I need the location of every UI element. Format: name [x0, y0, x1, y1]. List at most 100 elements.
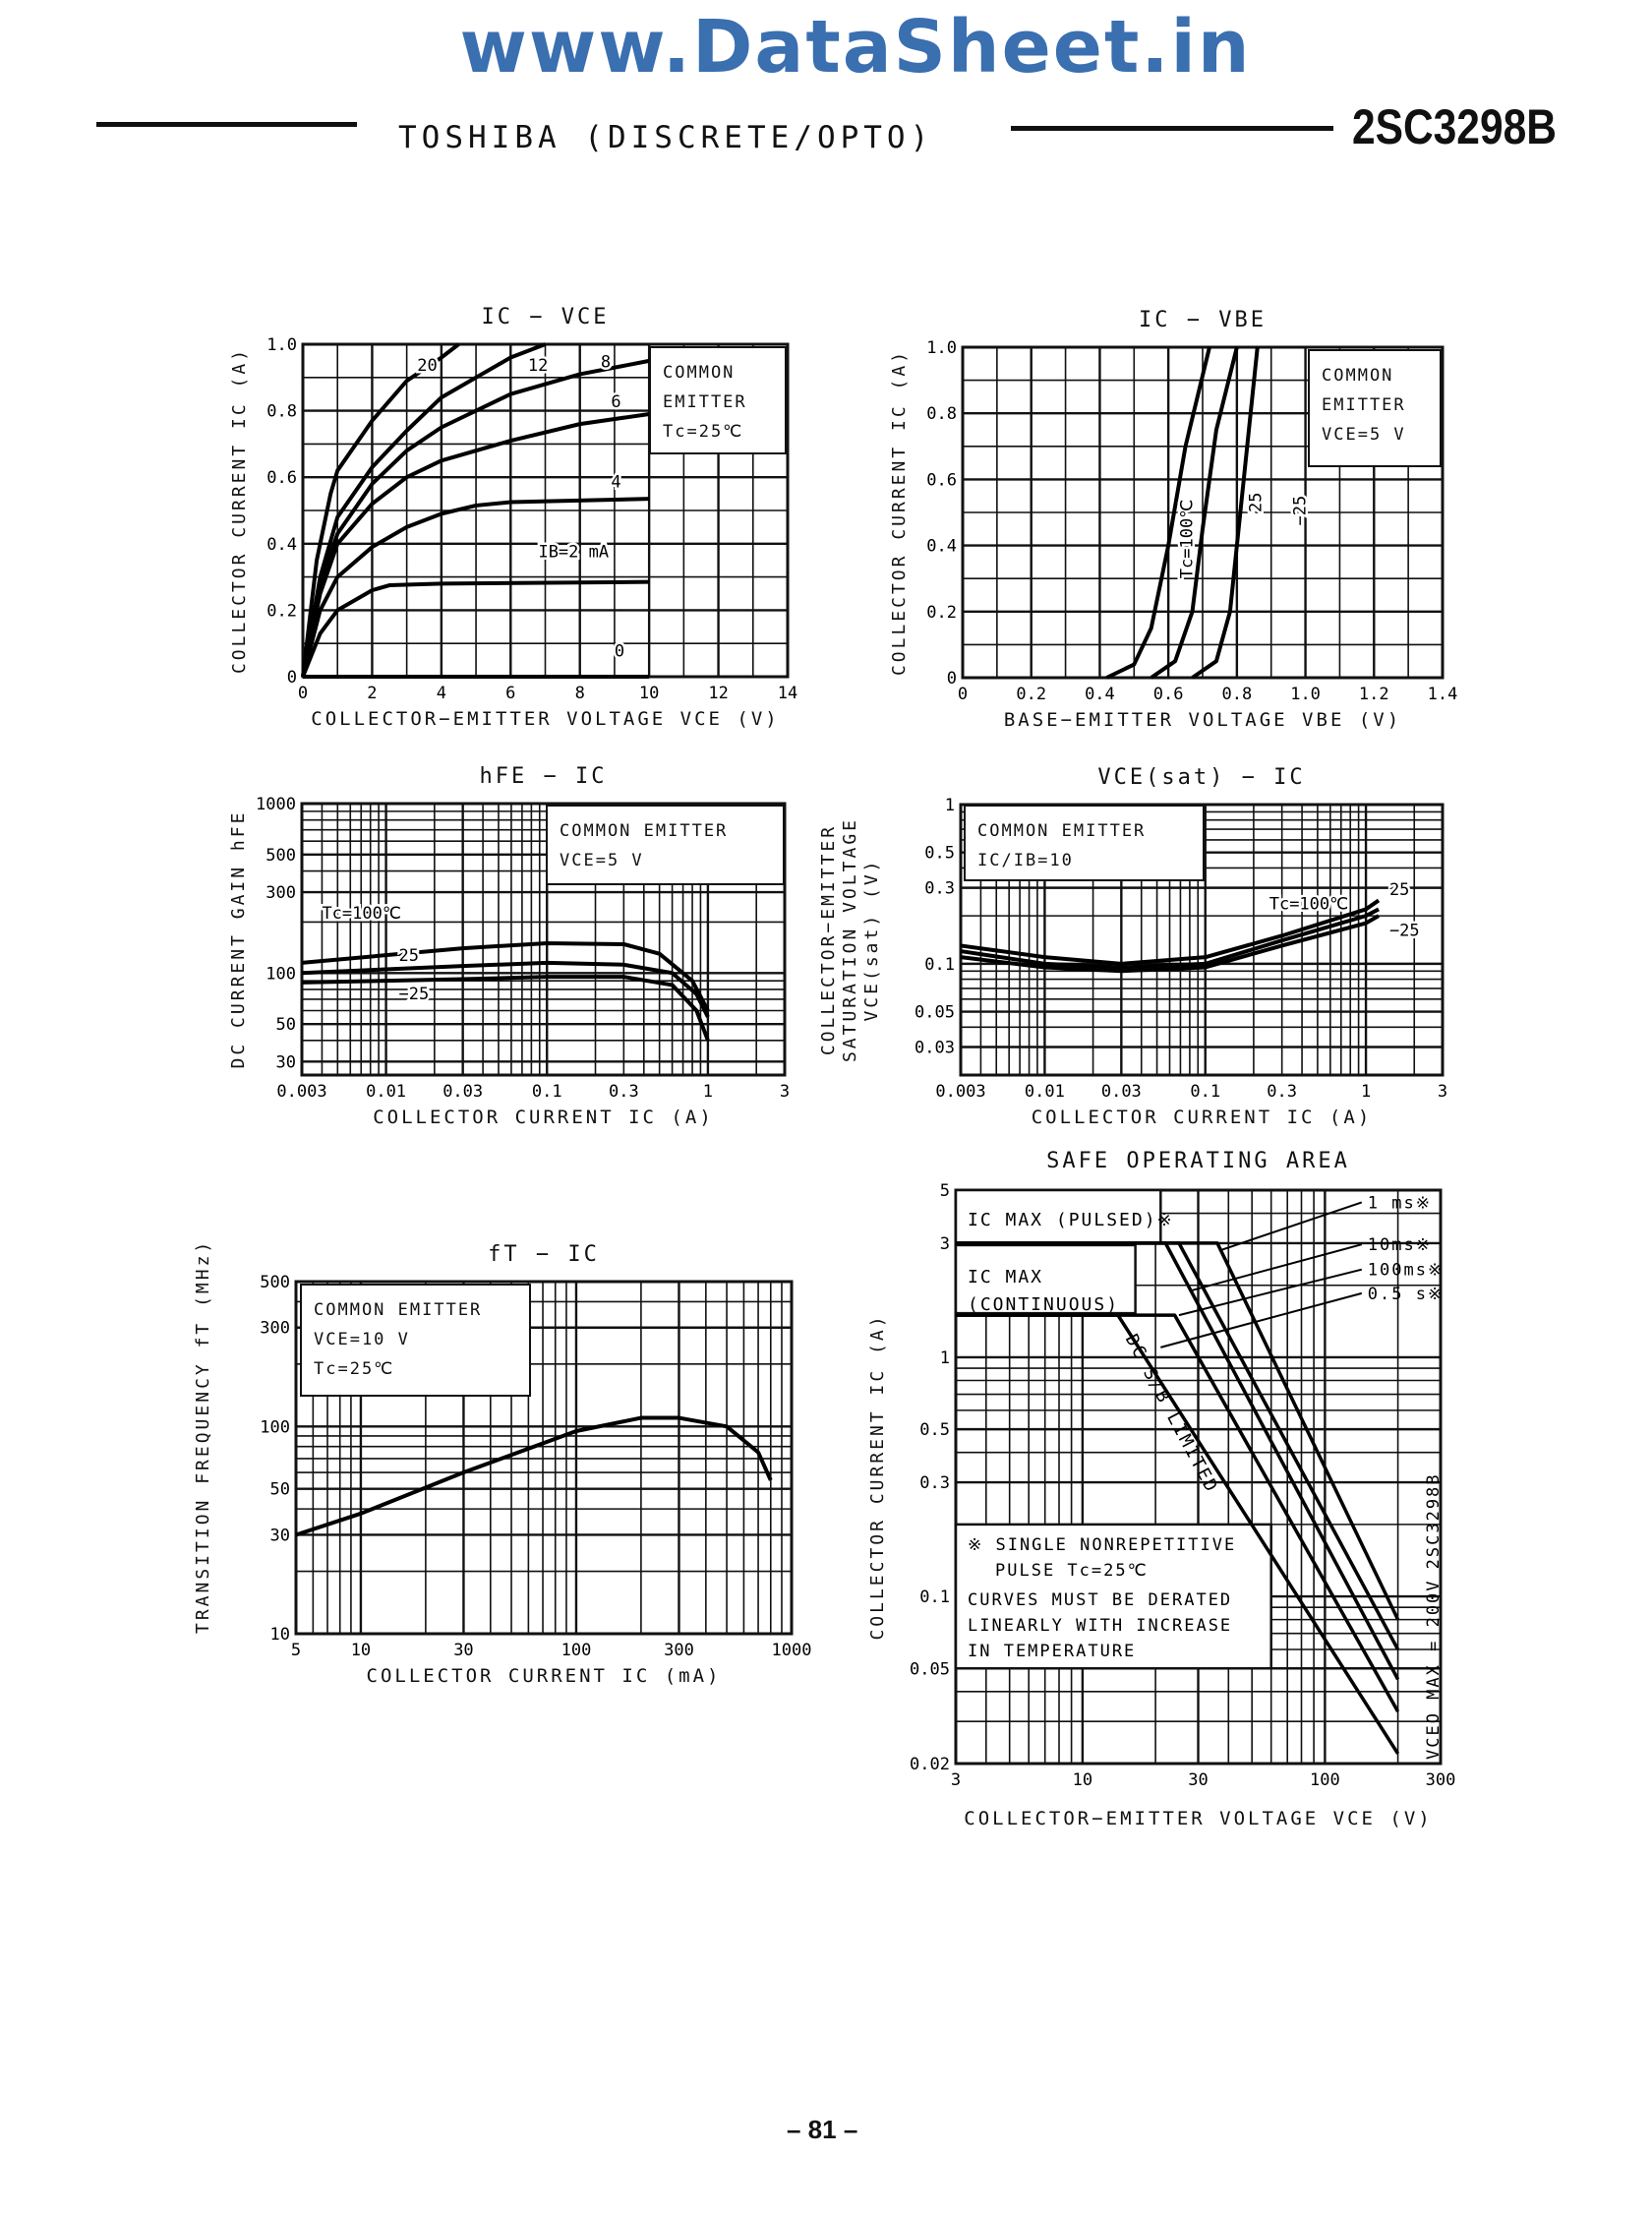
- x-tick-label: 100: [561, 1641, 592, 1660]
- chart-title: VCE(sat) − IC: [1097, 765, 1306, 790]
- x-tick-label: 14: [778, 684, 797, 703]
- y-tick-label: 0.05: [914, 1003, 955, 1023]
- series-line: [301, 579, 650, 678]
- annotation-box: [954, 1243, 1137, 1315]
- x-tick-label: 1: [703, 1082, 713, 1102]
- y-tick-label: 0.2: [266, 601, 297, 621]
- x-tick-label: 1000: [772, 1641, 812, 1660]
- legend-line: COMMON: [1322, 366, 1394, 386]
- y-tick-label: 0: [947, 669, 957, 689]
- y-axis-label: COLLECTOR−EMITTER SATURATION VOLTAGE VCE…: [818, 816, 882, 1063]
- series-label: −25: [1389, 921, 1420, 940]
- x-tick-label: 0.003: [935, 1082, 985, 1102]
- series-label: 0.5 s※: [1368, 1285, 1444, 1304]
- x-axis-label: COLLECTOR−EMITTER VOLTAGE VCE (V): [964, 1808, 1433, 1829]
- y-tick-label: 3: [940, 1234, 950, 1254]
- x-tick-label: 3: [780, 1082, 790, 1102]
- x-tick-label: 10: [639, 684, 659, 703]
- y-tick-label: 0.03: [914, 1038, 955, 1057]
- chart-title: fT − IC: [488, 1242, 600, 1267]
- y-tick-label: 0.5: [919, 1420, 950, 1440]
- manufacturer-heading: TOSHIBA (DISCRETE/OPTO): [398, 120, 934, 155]
- x-tick-label: 1.4: [1428, 685, 1458, 704]
- x-tick-label: 300: [1426, 1770, 1456, 1790]
- y-tick-label: 0.8: [926, 404, 957, 424]
- series-line: [301, 342, 547, 678]
- series-line: [960, 907, 1380, 970]
- y-tick-label: 0.5: [924, 844, 955, 864]
- legend-box: COMMON EMITTER VCE=5 V: [1308, 349, 1442, 467]
- leader-line: [1219, 1201, 1363, 1252]
- legend-box: COMMON EMITTER VCE=10 V Tc=25℃: [300, 1284, 531, 1397]
- y-tick-label: 0.4: [926, 537, 957, 557]
- x-tick-label: 0.03: [442, 1082, 483, 1102]
- y-tick-label: 1: [945, 796, 955, 815]
- y-tick-label: 0: [287, 668, 297, 688]
- annotation-text: 2SC3298B: [1424, 1472, 1444, 1569]
- chart-plot-ic-vbe: 0 0.2 0.4 0.6 0.8 1.0 1.2 1.4 0 0.2 0.4 0.6 0.8 1.0 Tc…: [926, 338, 1458, 704]
- series-line: [301, 940, 710, 1012]
- legend-line: EMITTER: [663, 392, 747, 412]
- y-tick-label: 0.2: [926, 603, 957, 623]
- x-tick-label: 0: [958, 685, 968, 704]
- x-tick-label: 0.2: [1016, 685, 1046, 704]
- y-tick-label: 0.4: [266, 535, 297, 555]
- x-tick-label: 30: [453, 1641, 473, 1660]
- y-tick-label: 0.1: [924, 955, 955, 975]
- y-axis-label: COLLECTOR CURRENT IC (A): [889, 348, 910, 677]
- annotation-text: CURVES MUST BE DERATED: [968, 1590, 1232, 1610]
- leader-line: [1190, 1243, 1363, 1292]
- leader-line: [1160, 1291, 1363, 1348]
- y-tick-label: 1: [940, 1348, 950, 1368]
- y-tick-label: 0.1: [919, 1587, 950, 1607]
- x-tick-label: 1: [1361, 1082, 1371, 1102]
- legend-box: COMMON EMITTER VCE=5 V: [546, 805, 785, 885]
- part-number: 2SC3298B: [1352, 99, 1557, 154]
- series-label: Tc=100℃: [1178, 500, 1198, 579]
- series-line: [1191, 346, 1260, 680]
- x-axis-label: COLLECTOR−EMITTER VOLTAGE VCE (V): [311, 708, 780, 730]
- x-tick-label: 0.1: [1190, 1082, 1220, 1102]
- chart-title: hFE − IC: [479, 764, 608, 789]
- x-tick-label: 3: [951, 1770, 961, 1790]
- annotation-text: IC MAX: [968, 1267, 1043, 1288]
- y-tick-label: 30: [270, 1526, 290, 1545]
- series-line: [1150, 346, 1239, 680]
- annotation-text: (CONTINUOUS): [968, 1294, 1119, 1315]
- page-number: – 81 –: [787, 2115, 858, 2144]
- legend-line: Tc=25℃: [663, 422, 744, 442]
- annotation-text: VCEO MAX = 200V: [1424, 1579, 1444, 1760]
- series-label: −25: [1291, 496, 1311, 526]
- series-line: [1105, 346, 1211, 680]
- series-line: [301, 960, 710, 1018]
- legend-box: COMMON EMITTER IC/IB=10: [964, 805, 1205, 881]
- series-label: −25: [399, 985, 430, 1004]
- y-tick-label: 0.6: [926, 470, 957, 490]
- chart-title: IC − VCE: [481, 305, 610, 329]
- y-tick-label: 10: [270, 1625, 290, 1645]
- legend-line: COMMON EMITTER: [314, 1300, 483, 1320]
- y-tick-label: 50: [270, 1480, 290, 1500]
- x-axis-label: COLLECTOR CURRENT IC (A): [373, 1107, 714, 1128]
- series-label: 12: [528, 356, 548, 376]
- series-line: [301, 497, 650, 678]
- x-tick-label: 0.003: [276, 1082, 326, 1102]
- x-tick-label: 5: [291, 1641, 301, 1660]
- series-label: 25: [399, 946, 419, 966]
- y-tick-label: 0.6: [266, 468, 297, 488]
- y-tick-label: 500: [266, 846, 296, 866]
- x-tick-label: 4: [437, 684, 446, 703]
- series-label: 100ms※: [1368, 1261, 1444, 1281]
- x-tick-label: 0.1: [532, 1082, 562, 1102]
- y-tick-label: 300: [260, 1319, 290, 1339]
- series-line: [301, 412, 650, 678]
- y-tick-label: 100: [260, 1417, 290, 1437]
- series-label: 25: [1246, 493, 1266, 512]
- series-label: 25: [1389, 880, 1409, 900]
- series-label: IB=2 mA: [538, 542, 609, 562]
- y-tick-label: 50: [276, 1015, 296, 1035]
- x-tick-label: 30: [1188, 1770, 1208, 1790]
- y-tick-label: 1000: [256, 795, 296, 814]
- legend-line: VCE=10 V: [314, 1330, 410, 1349]
